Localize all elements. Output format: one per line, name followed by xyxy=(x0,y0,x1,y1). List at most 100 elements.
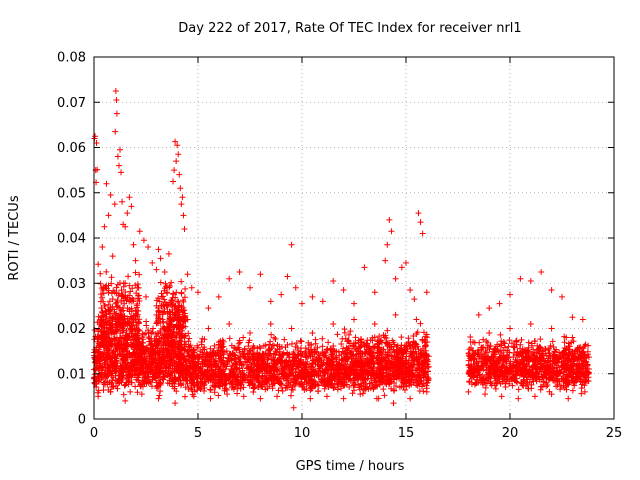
data-point xyxy=(518,336,525,343)
data-point xyxy=(174,365,181,372)
data-point xyxy=(295,351,302,358)
data-point xyxy=(163,364,170,371)
data-point xyxy=(215,392,222,399)
data-point xyxy=(108,274,115,281)
data-point xyxy=(561,339,568,346)
data-point xyxy=(300,373,307,380)
data-point xyxy=(119,321,126,328)
data-point xyxy=(569,387,576,394)
data-point xyxy=(299,368,306,375)
data-point xyxy=(262,372,269,379)
data-point xyxy=(281,336,288,343)
data-point xyxy=(309,293,316,300)
data-point xyxy=(135,318,142,325)
data-point xyxy=(480,344,487,351)
data-point xyxy=(160,348,167,355)
data-point xyxy=(218,344,225,351)
data-point xyxy=(377,337,384,344)
data-point xyxy=(569,373,576,380)
data-point xyxy=(110,349,117,356)
data-point xyxy=(133,366,140,373)
data-point xyxy=(321,374,328,381)
data-point xyxy=(153,266,160,273)
data-point xyxy=(470,339,477,346)
data-point xyxy=(537,344,544,351)
data-point xyxy=(257,345,264,352)
data-point xyxy=(184,316,191,323)
data-point xyxy=(408,376,415,383)
data-point xyxy=(534,365,541,372)
data-point xyxy=(101,302,108,309)
data-point xyxy=(360,385,367,392)
data-point xyxy=(518,367,525,374)
data-point xyxy=(343,356,350,363)
data-point xyxy=(126,282,133,289)
data-point xyxy=(509,382,516,389)
data-point xyxy=(108,380,115,387)
data-point xyxy=(510,350,517,357)
data-point xyxy=(225,355,232,362)
data-point xyxy=(213,376,220,383)
data-point xyxy=(133,304,140,311)
data-point xyxy=(483,349,490,356)
data-point xyxy=(133,332,140,339)
data-point xyxy=(579,381,586,388)
data-point xyxy=(148,341,155,348)
data-point xyxy=(94,166,101,173)
data-point xyxy=(328,381,335,388)
data-point xyxy=(543,383,550,390)
data-point xyxy=(215,293,222,300)
data-point xyxy=(565,371,572,378)
data-point xyxy=(386,341,393,348)
data-point xyxy=(115,162,122,169)
data-point xyxy=(328,355,335,362)
data-point xyxy=(113,304,120,311)
data-point xyxy=(113,284,120,291)
data-point xyxy=(483,361,490,368)
data-point xyxy=(483,338,490,345)
data-point xyxy=(346,340,353,347)
data-point xyxy=(226,335,233,342)
data-point xyxy=(155,246,162,253)
data-point xyxy=(156,392,163,399)
data-point xyxy=(522,348,529,355)
data-point xyxy=(288,386,295,393)
data-point xyxy=(174,298,181,305)
data-point xyxy=(124,363,131,370)
data-point xyxy=(111,289,118,296)
data-point xyxy=(278,371,285,378)
data-point xyxy=(562,356,569,363)
data-point xyxy=(136,370,143,377)
data-point xyxy=(215,365,222,372)
data-point xyxy=(543,367,550,374)
data-point xyxy=(515,361,522,368)
data-point xyxy=(560,373,567,380)
data-point xyxy=(177,382,184,389)
data-point xyxy=(99,313,106,320)
data-point xyxy=(347,365,354,372)
data-point xyxy=(314,344,321,351)
data-point xyxy=(136,271,143,278)
data-point xyxy=(166,333,173,340)
data-point xyxy=(474,358,481,365)
data-point xyxy=(422,356,429,363)
data-point xyxy=(148,345,155,352)
data-point xyxy=(288,340,295,347)
data-point xyxy=(354,358,361,365)
data-point xyxy=(168,355,175,362)
data-point xyxy=(287,361,294,368)
data-point xyxy=(237,353,244,360)
data-point xyxy=(226,320,233,327)
data-point xyxy=(248,353,255,360)
data-point xyxy=(176,171,183,178)
data-point xyxy=(330,320,337,327)
data-point xyxy=(167,302,174,309)
data-point xyxy=(420,372,427,379)
data-point xyxy=(106,360,113,367)
data-point xyxy=(553,383,560,390)
data-point xyxy=(95,261,102,268)
data-point xyxy=(103,180,110,187)
data-point xyxy=(221,349,228,356)
data-point xyxy=(420,388,427,395)
data-point xyxy=(189,380,196,387)
